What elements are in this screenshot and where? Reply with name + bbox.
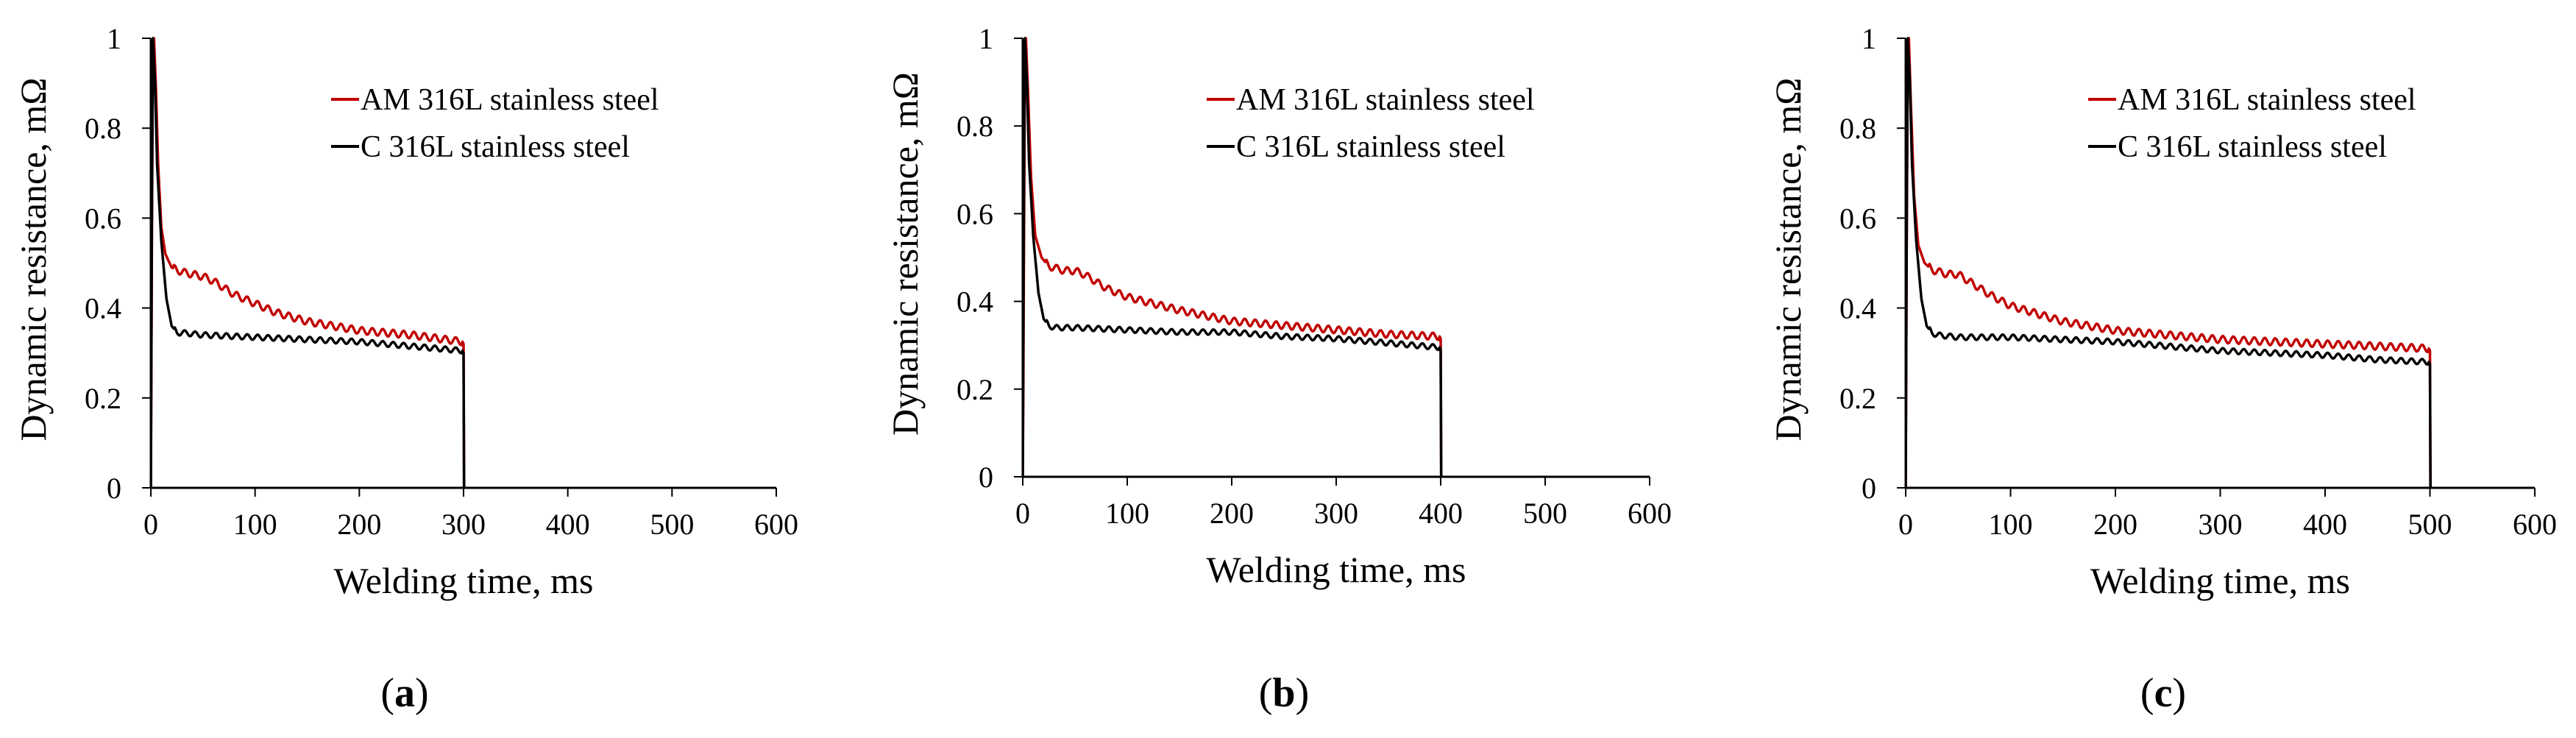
y-tick-label: 0.4 bbox=[957, 285, 993, 319]
panel-label: (b) bbox=[1259, 670, 1309, 716]
x-tick-label: 400 bbox=[1419, 497, 1463, 530]
x-tick-label: 0 bbox=[1015, 497, 1030, 530]
x-axis-title: Welding time, ms bbox=[1207, 549, 1466, 590]
x-tick-label: 600 bbox=[1628, 497, 1672, 530]
panel-label-open: ( bbox=[1259, 670, 1273, 716]
x-tick-label: 500 bbox=[2408, 508, 2452, 541]
x-tick-label: 300 bbox=[2199, 508, 2243, 541]
legend-label: C 316L stainless steel bbox=[1236, 130, 1505, 164]
x-tick-label: 400 bbox=[546, 508, 590, 541]
y-tick-label: 0.2 bbox=[957, 373, 993, 406]
panel-label: (a) bbox=[380, 670, 428, 716]
legend: AM 316L stainless steel C 316L stainless … bbox=[331, 83, 659, 164]
x-tick-label: 200 bbox=[2093, 508, 2137, 541]
series-line-c-316l bbox=[1023, 37, 1443, 477]
y-tick-label: 1 bbox=[979, 22, 993, 55]
x-tick-label: 200 bbox=[1210, 497, 1254, 530]
x-tick-label: 400 bbox=[2303, 508, 2347, 541]
y-axis-title: Dynamic resistance, mΩ bbox=[884, 72, 926, 436]
y-tick-label: 1 bbox=[107, 22, 121, 55]
x-tick-label: 600 bbox=[2513, 508, 2557, 541]
x-tick-label: 500 bbox=[1523, 497, 1567, 530]
y-tick-label: 1 bbox=[1862, 22, 1876, 55]
legend: AM 316L stainless steel C 316L stainless … bbox=[2088, 83, 2416, 164]
y-axis-title: Dynamic resistance, mΩ bbox=[1767, 78, 1809, 441]
y-tick-label: 0.2 bbox=[85, 382, 121, 415]
y-tick-label: 0 bbox=[1862, 472, 1876, 505]
x-tick-label: 100 bbox=[233, 508, 277, 541]
panel-label-close: ) bbox=[1296, 670, 1310, 716]
x-tick-label: 0 bbox=[1898, 508, 1913, 541]
series-line-am-316l bbox=[151, 37, 466, 488]
x-axis-title: Welding time, ms bbox=[334, 560, 594, 601]
y-tick-label: 0.4 bbox=[1839, 292, 1876, 325]
legend: AM 316L stainless steel C 316L stainless … bbox=[1207, 83, 1535, 164]
y-tick-label: 0.8 bbox=[85, 112, 121, 145]
y-tick-label: 0 bbox=[107, 472, 121, 505]
series-line-am-316l bbox=[1906, 37, 2432, 488]
x-tick-label: 300 bbox=[1314, 497, 1358, 530]
panel-label-letter: a bbox=[394, 670, 415, 716]
panel-label-open: ( bbox=[2140, 670, 2154, 716]
panel-label-letter: c bbox=[2154, 670, 2173, 716]
chart-panel-b: 0 100 200 300 400 500 600 0 0.2 0.4 0.6 0.8 1 Welding… bbox=[884, 22, 1672, 716]
chart-panel-a: 0 100 200 300 400 500 600 0 0.2 0.4 0.6 0.8 1 Welding… bbox=[13, 22, 798, 716]
legend-label: C 316L stainless steel bbox=[361, 130, 630, 164]
y-tick-label: 0.6 bbox=[1839, 202, 1876, 235]
x-tick-label: 300 bbox=[441, 508, 486, 541]
legend-label: AM 316L stainless steel bbox=[2118, 83, 2416, 117]
y-tick-label: 0 bbox=[979, 461, 993, 494]
x-tick-label: 500 bbox=[650, 508, 694, 541]
series-line-am-316l bbox=[1023, 37, 1443, 477]
y-tick-label: 0.2 bbox=[1839, 382, 1876, 415]
x-tick-label: 100 bbox=[1105, 497, 1149, 530]
series-line-c-316l bbox=[1906, 37, 2432, 488]
x-tick-label: 100 bbox=[1989, 508, 2033, 541]
legend-label: C 316L stainless steel bbox=[2118, 130, 2387, 164]
chart-panel-c: 0 100 200 300 400 500 600 0 0.2 0.4 0.6 0.8 1 Welding… bbox=[1767, 22, 2557, 716]
panel-label-open: ( bbox=[380, 670, 394, 716]
x-tick-label: 600 bbox=[754, 508, 798, 541]
panel-label-close: ) bbox=[2172, 670, 2186, 716]
series-line-c-316l bbox=[151, 37, 466, 488]
legend-label: AM 316L stainless steel bbox=[1236, 83, 1535, 117]
panel-label-close: ) bbox=[415, 670, 429, 716]
y-tick-label: 0.8 bbox=[957, 110, 993, 143]
panel-label: (c) bbox=[2140, 670, 2186, 716]
x-axis-title: Welding time, ms bbox=[2090, 560, 2350, 601]
y-tick-label: 0.6 bbox=[85, 202, 121, 235]
y-tick-label: 0.6 bbox=[957, 197, 993, 230]
y-tick-label: 0.4 bbox=[85, 292, 121, 325]
panel-label-letter: b bbox=[1272, 670, 1295, 716]
x-tick-label: 200 bbox=[337, 508, 381, 541]
y-tick-label: 0.8 bbox=[1839, 112, 1876, 145]
legend-label: AM 316L stainless steel bbox=[361, 83, 659, 117]
y-axis-title: Dynamic resistance, mΩ bbox=[13, 78, 54, 441]
x-tick-label: 0 bbox=[143, 508, 158, 541]
